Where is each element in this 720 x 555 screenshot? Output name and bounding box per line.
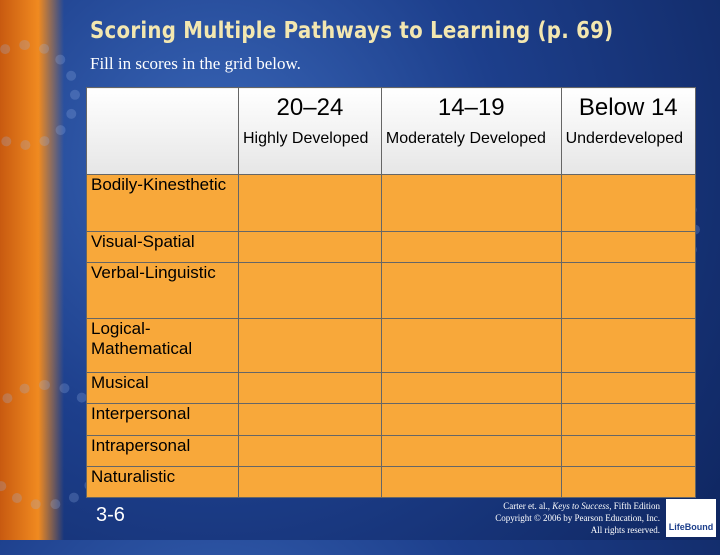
credit-line: Carter et. al., Keys to Success, Fifth E… [495,500,660,512]
score-cell [238,231,382,263]
score-cell [380,372,562,404]
score-range: 20–24 [276,94,344,121]
score-cell [238,466,382,498]
credit-book: Keys to Success [552,501,610,511]
score-cell [560,466,697,498]
row-label: Logical-Mathematical [86,318,239,373]
slide: Scoring Multiple Pathways to Learning (p… [0,0,720,540]
score-cell [560,318,697,373]
score-cell [380,466,562,498]
subtitle: Fill in scores in the grid below. [90,54,301,73]
logo: LifeBound [666,499,716,537]
page-number: 3-6 [96,504,125,526]
grid-row: Interpersonal [86,403,697,436]
gear [0,40,80,150]
score-cell [238,174,382,232]
credit-edition: , Fifth Edition [609,501,660,511]
score-cell [380,318,562,373]
score-cell [560,262,697,319]
score-cell [560,403,697,436]
score-cell [380,174,562,232]
grid-body: 20–24 Highly Developed 14–19 Moderately Dev… [86,87,697,498]
corner-cell [86,87,239,175]
grid-row: Visual-Spatial [86,231,697,263]
row-label: Visual-Spatial [86,231,239,263]
header-row: 20–24 Highly Developed 14–19 Moderately Dev… [86,87,697,175]
row-label: Intrapersonal [86,435,239,467]
row-label: Musical [86,372,239,404]
score-cell [380,262,562,319]
credit: Carter et. al., Keys to Success, Fifth E… [495,500,660,536]
score-cell [380,231,562,263]
row-label: Naturalistic [86,466,239,498]
credit-rights: All rights reserved. [590,525,660,535]
header-cell: Below 14 Underdeveloped [560,87,697,175]
header-cell: 14–19 Moderately Developed [380,87,562,175]
score-cell [560,174,697,232]
score-cell [238,403,382,436]
score-cell [380,435,562,467]
score-cell [380,403,562,436]
row-label: Interpersonal [86,403,239,436]
score-cell [238,435,382,467]
score-label: Underdeveloped [565,130,684,147]
title: Scoring Multiple Pathways to Learning (p… [90,18,614,44]
credit-authors: Carter et. al., [503,501,550,511]
grid-row: Bodily-Kinesthetic [86,174,697,232]
grid-row: Musical [86,372,697,404]
score-label: Highly Developed [243,130,369,147]
score-cell [560,435,697,467]
header-cell: 20–24 Highly Developed [238,87,382,175]
score-cell [238,372,382,404]
score-grid: 20–24 Highly Developed 14–19 Moderately Dev… [86,87,697,498]
grid-row: Verbal-Linguistic [86,262,697,319]
score-cell [238,262,382,319]
score-label: Moderately Developed [385,130,546,147]
score-range: 14–19 [437,94,505,121]
score-cell [560,372,697,404]
score-cell [238,318,382,373]
score-cell [560,231,697,263]
credit-copyright: Copyright © 2006 by Pearson Education, I… [495,513,660,523]
grid-row: Naturalistic [86,466,697,498]
row-label: Bodily-Kinesthetic [86,174,239,232]
row-label: Verbal-Linguistic [86,262,239,319]
grid-row: Logical-Mathematical [86,318,697,373]
score-range: Below 14 [578,94,678,121]
grid-row: Intrapersonal [86,435,697,467]
